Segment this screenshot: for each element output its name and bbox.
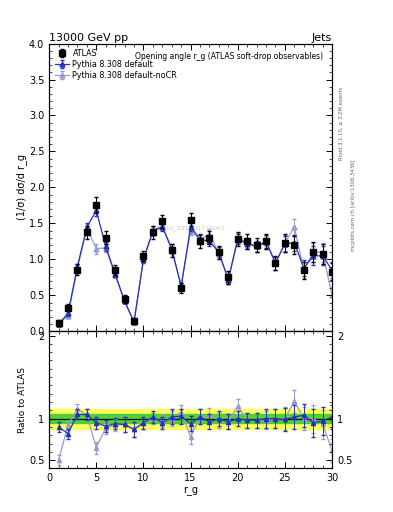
Y-axis label: Ratio to ATLAS: Ratio to ATLAS — [18, 367, 28, 433]
Text: 13000 GeV pp: 13000 GeV pp — [49, 33, 128, 42]
Legend: ATLAS, Pythia 8.308 default, Pythia 8.308 default-noCR: ATLAS, Pythia 8.308 default, Pythia 8.30… — [53, 48, 179, 82]
Bar — [49, 415, 332, 423]
Text: Rivet 3.1.10, ≥ 3.2M events: Rivet 3.1.10, ≥ 3.2M events — [339, 86, 344, 160]
X-axis label: r_g: r_g — [183, 486, 198, 496]
Y-axis label: (1/σ) dσ/d r_g: (1/σ) dσ/d r_g — [17, 155, 28, 221]
Text: Jets: Jets — [312, 33, 332, 42]
Text: mcplots.cern.ch [arXiv:1306.3436]: mcplots.cern.ch [arXiv:1306.3436] — [351, 159, 356, 250]
Text: ATLAS_2019_I1772062: ATLAS_2019_I1772062 — [155, 225, 226, 230]
Text: Opening angle r_g (ATLAS soft-drop observables): Opening angle r_g (ATLAS soft-drop obser… — [136, 52, 323, 61]
Bar — [49, 409, 332, 429]
